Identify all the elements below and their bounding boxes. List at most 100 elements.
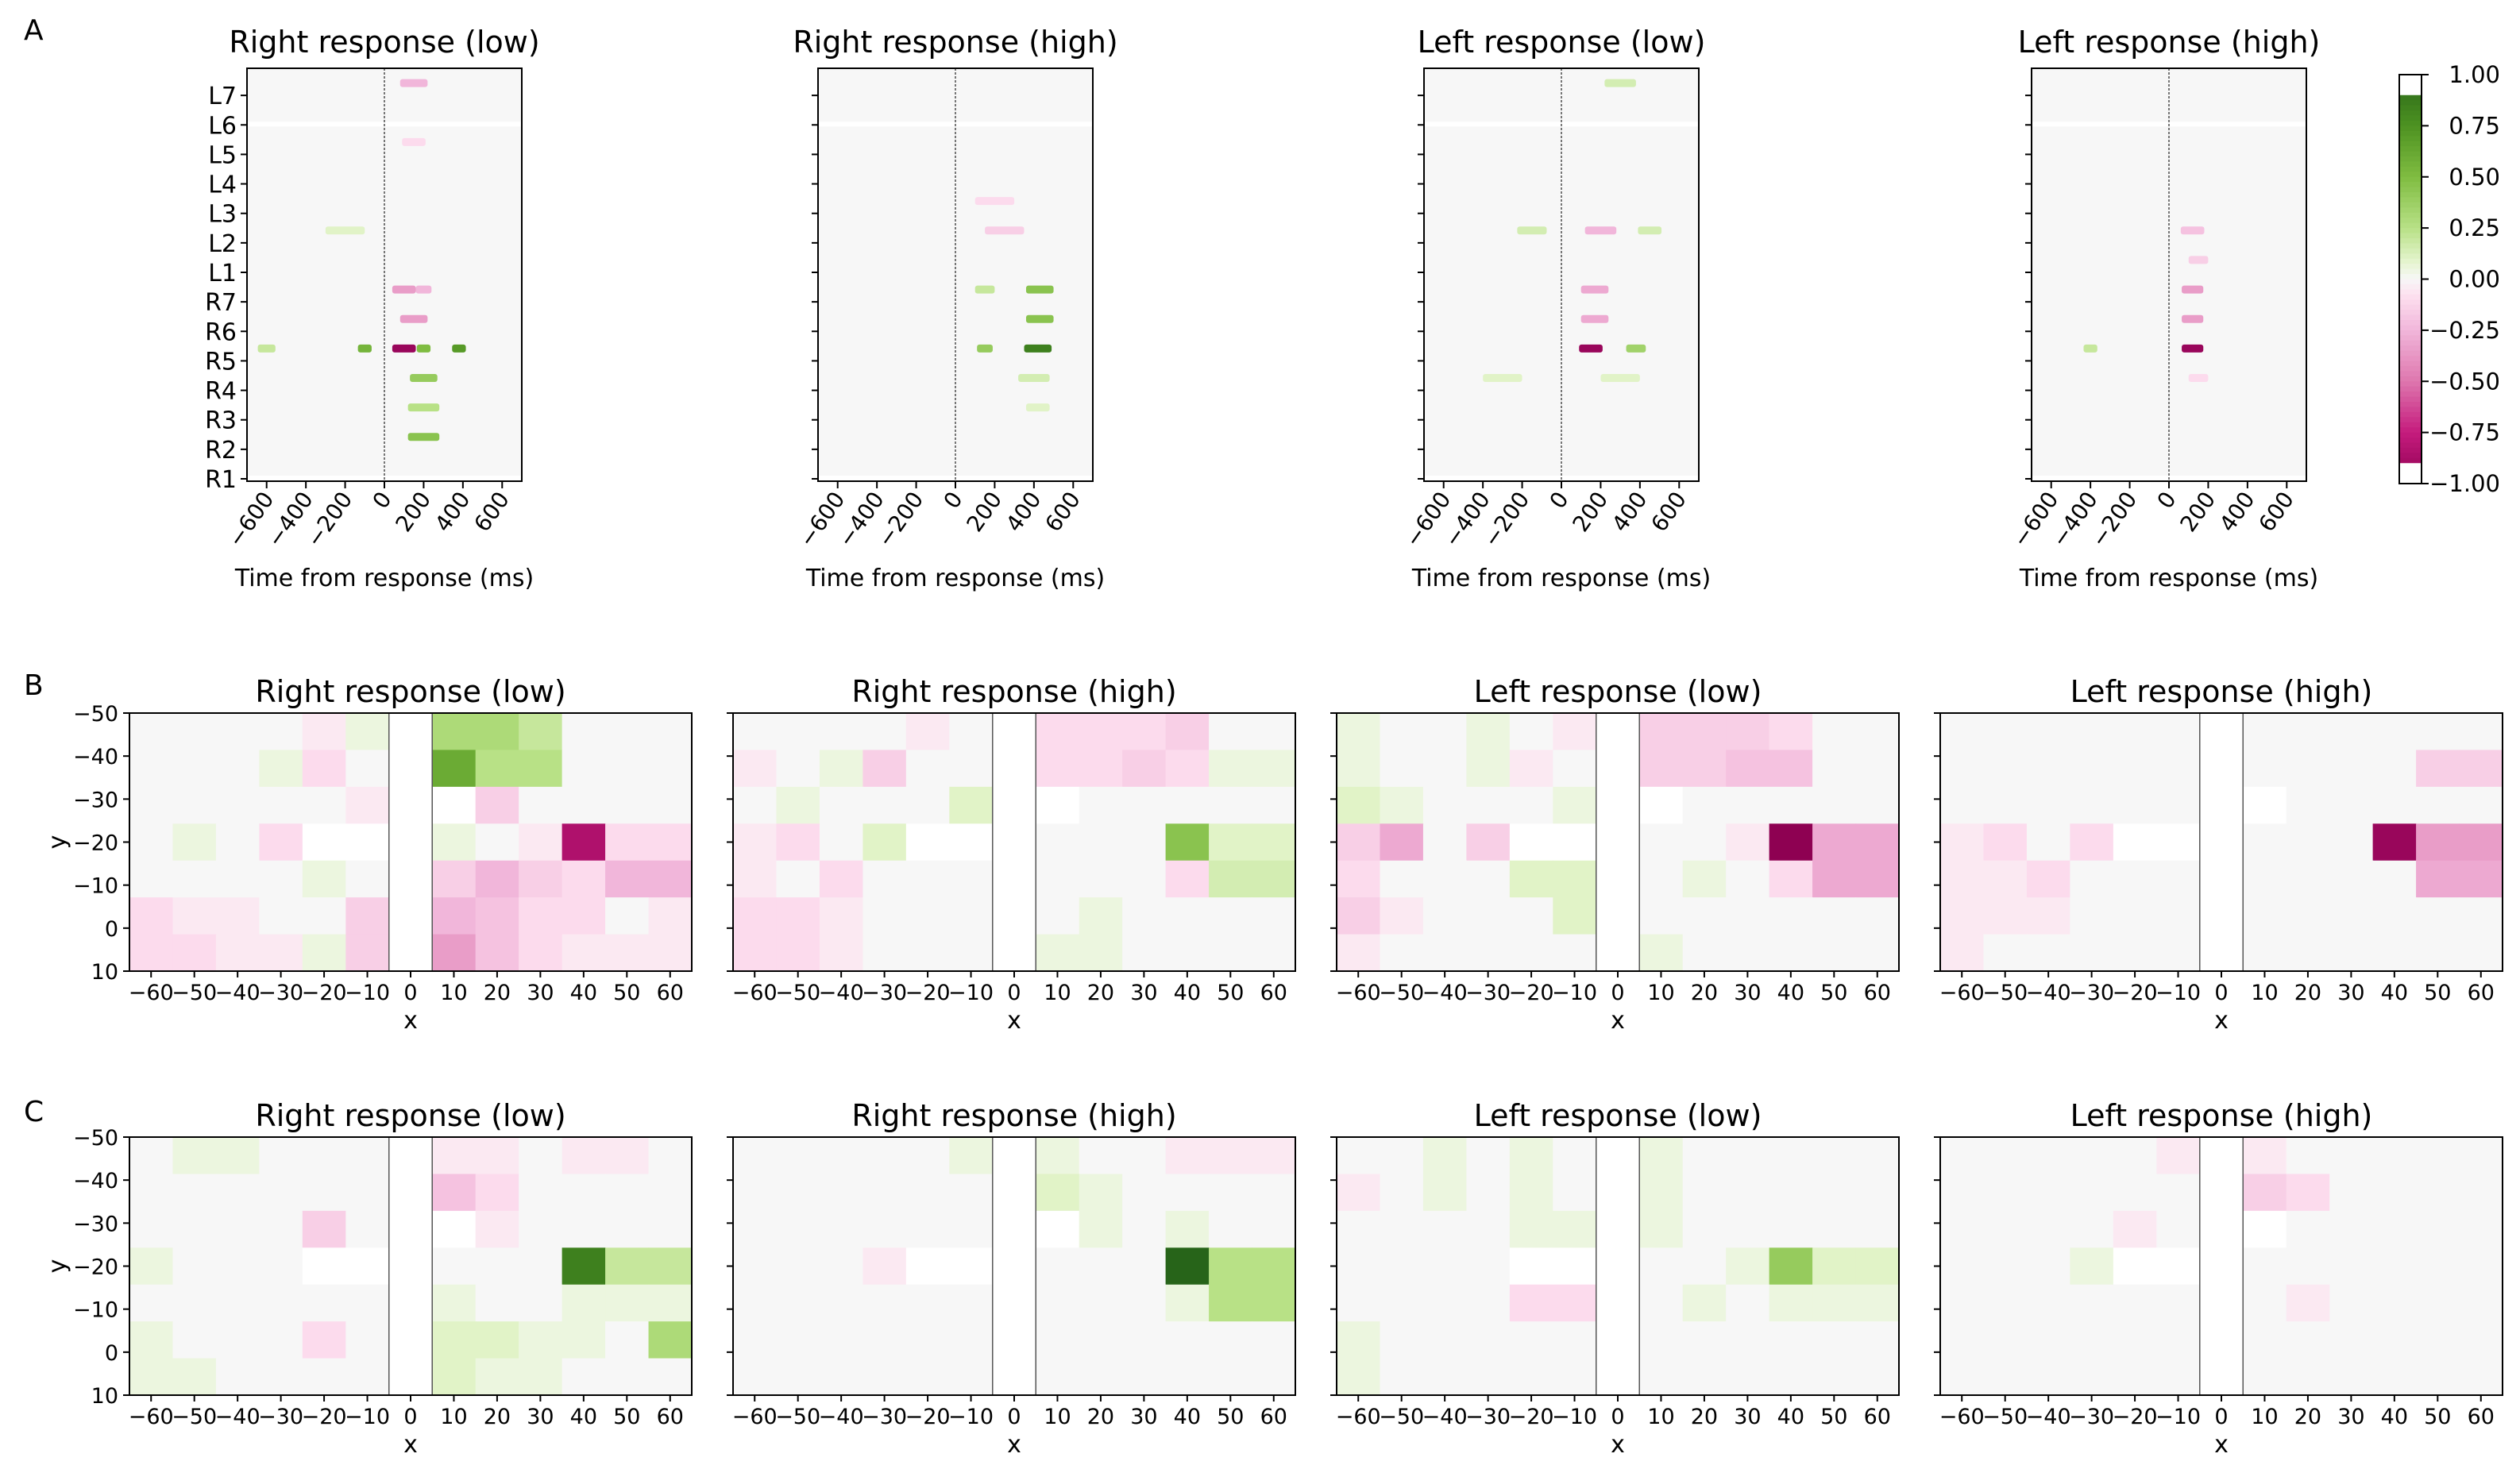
heatmap-cell <box>1769 1321 1813 1359</box>
heatmap-cell <box>345 1358 390 1396</box>
heatmap-cell <box>905 1137 950 1175</box>
heatmap-cell <box>215 713 260 751</box>
heatmap-cell <box>345 1137 390 1175</box>
heatmap-cell <box>1682 1137 1727 1175</box>
x-tick-label: 0 <box>1007 981 1021 1005</box>
heatmap-cell <box>1209 1284 1253 1322</box>
heatmap-cell <box>2329 934 2374 972</box>
plot-title: Left response (low) <box>1418 25 1706 60</box>
x-tick-label: −10 <box>1552 981 1597 1005</box>
heatmap-cell <box>2286 860 2330 898</box>
heatmap-cell <box>519 750 563 788</box>
heatmap-cell <box>1855 1174 1900 1212</box>
heatmap-cell <box>733 1174 778 1212</box>
heatmap-cell <box>432 934 477 972</box>
heatmap-cell <box>1596 1358 1640 1396</box>
heatmap-cell <box>1639 934 1684 972</box>
heatmap-cell <box>863 1210 907 1248</box>
heatmap-cell <box>949 1137 994 1175</box>
x-tick-label: −40 <box>2026 981 2071 1005</box>
heatmap-cell <box>1639 1358 1684 1396</box>
heatmap-cell <box>949 1247 994 1286</box>
heatmap-cell <box>2329 1137 2374 1175</box>
heatmap-cell <box>475 786 519 824</box>
x-axis-label: x <box>2214 1431 2229 1459</box>
heatmap-cell <box>129 860 174 898</box>
heatmap-cell <box>2459 786 2503 824</box>
heatmap-cell <box>475 934 519 972</box>
heatmap-cell <box>733 786 778 824</box>
heatmap-cell <box>1509 1174 1553 1212</box>
heatmap-cell <box>733 897 778 935</box>
colorbar-segment <box>2399 274 2422 280</box>
colorbar-segment <box>2399 146 2422 152</box>
y-tick-label: L4 <box>208 172 237 199</box>
heatmap-cell <box>2459 1321 2503 1359</box>
heatmap-cell <box>1855 713 1900 751</box>
heatmap-cell <box>819 897 863 935</box>
heatmap-cell <box>605 1284 650 1322</box>
heatmap-cell <box>1726 1284 1770 1322</box>
y-tick-label: R5 <box>205 348 237 376</box>
colorbar-tick-label: 0.50 <box>2449 164 2500 191</box>
heatmap-cell <box>819 1284 863 1322</box>
heatmap-cell <box>1036 750 1080 788</box>
heatmap-cell <box>1122 713 1167 751</box>
heatmap-cell <box>1252 1358 1296 1396</box>
heatmap-cell <box>1726 1247 1770 1286</box>
heatmap-cell <box>2243 786 2287 824</box>
heatmap-cell <box>129 897 174 935</box>
heatmap-cell <box>1639 786 1684 824</box>
heatmap-cell <box>1596 934 1640 972</box>
colorbar-segment <box>2399 447 2422 454</box>
response-blob <box>392 344 416 353</box>
heatmap-cell <box>432 1358 477 1396</box>
heatmap-cell <box>733 1358 778 1396</box>
heatmap-cell <box>949 1174 994 1212</box>
heatmap-cell <box>1509 1321 1553 1359</box>
heatmap-cell <box>1380 1137 1424 1175</box>
response-blob <box>1626 344 1646 353</box>
heatmap-cell <box>388 1137 433 1175</box>
heatmap-cell <box>2286 750 2330 788</box>
heatmap-cell <box>2113 1174 2157 1212</box>
heatmap-cell <box>562 897 606 935</box>
heatmap-cell <box>2243 750 2287 788</box>
heatmap-cell <box>905 897 950 935</box>
colorbar-segment <box>2399 304 2422 310</box>
panel-c-plot-3: Left response (low) −60−50−40−30−20−10 0 10… <box>1330 1098 1900 1459</box>
heatmap-cell <box>129 1321 174 1359</box>
heatmap-cell <box>172 934 217 972</box>
heatmap-cell <box>1252 897 1296 935</box>
plot-title: Left response (low) <box>1474 1098 1762 1133</box>
colorbar-segment <box>2399 218 2422 224</box>
heatmap-cell <box>733 1137 778 1175</box>
x-tick-label: 0 <box>1007 1405 1021 1429</box>
y-tick-label: L3 <box>208 201 237 229</box>
heatmap-cell <box>129 1247 174 1286</box>
heatmap-cell <box>259 786 303 824</box>
heatmap-cell <box>1380 823 1424 862</box>
heatmap-cell <box>432 1174 477 1212</box>
heatmap-cell <box>2416 750 2460 788</box>
panel-b-plot-1: Right response (low)−60−50−40−30−20−10 0 1… <box>44 674 693 1035</box>
heatmap-cell <box>1122 860 1167 898</box>
heatmap-cell <box>432 1284 477 1322</box>
y-tick-label: 10 <box>91 960 118 985</box>
heatmap-cell <box>776 713 820 751</box>
heatmap-cell <box>2459 1137 2503 1175</box>
heatmap-cell <box>562 786 606 824</box>
heatmap-cell <box>2070 750 2114 788</box>
heatmap-cell <box>2329 1247 2374 1286</box>
heatmap-cell <box>1079 1137 1123 1175</box>
heatmap-cell <box>1596 897 1640 935</box>
heatmap-cell <box>1682 1210 1727 1248</box>
response-blob <box>2188 256 2209 264</box>
heatmap-cell <box>1812 1247 1857 1286</box>
heatmap-cell <box>1079 860 1123 898</box>
y-tick-label: L5 <box>208 141 237 169</box>
heatmap-cell <box>1380 1210 1424 1248</box>
heatmap-cell <box>992 786 1036 824</box>
heatmap-cell <box>1769 786 1813 824</box>
heatmap-cell <box>1209 786 1253 824</box>
